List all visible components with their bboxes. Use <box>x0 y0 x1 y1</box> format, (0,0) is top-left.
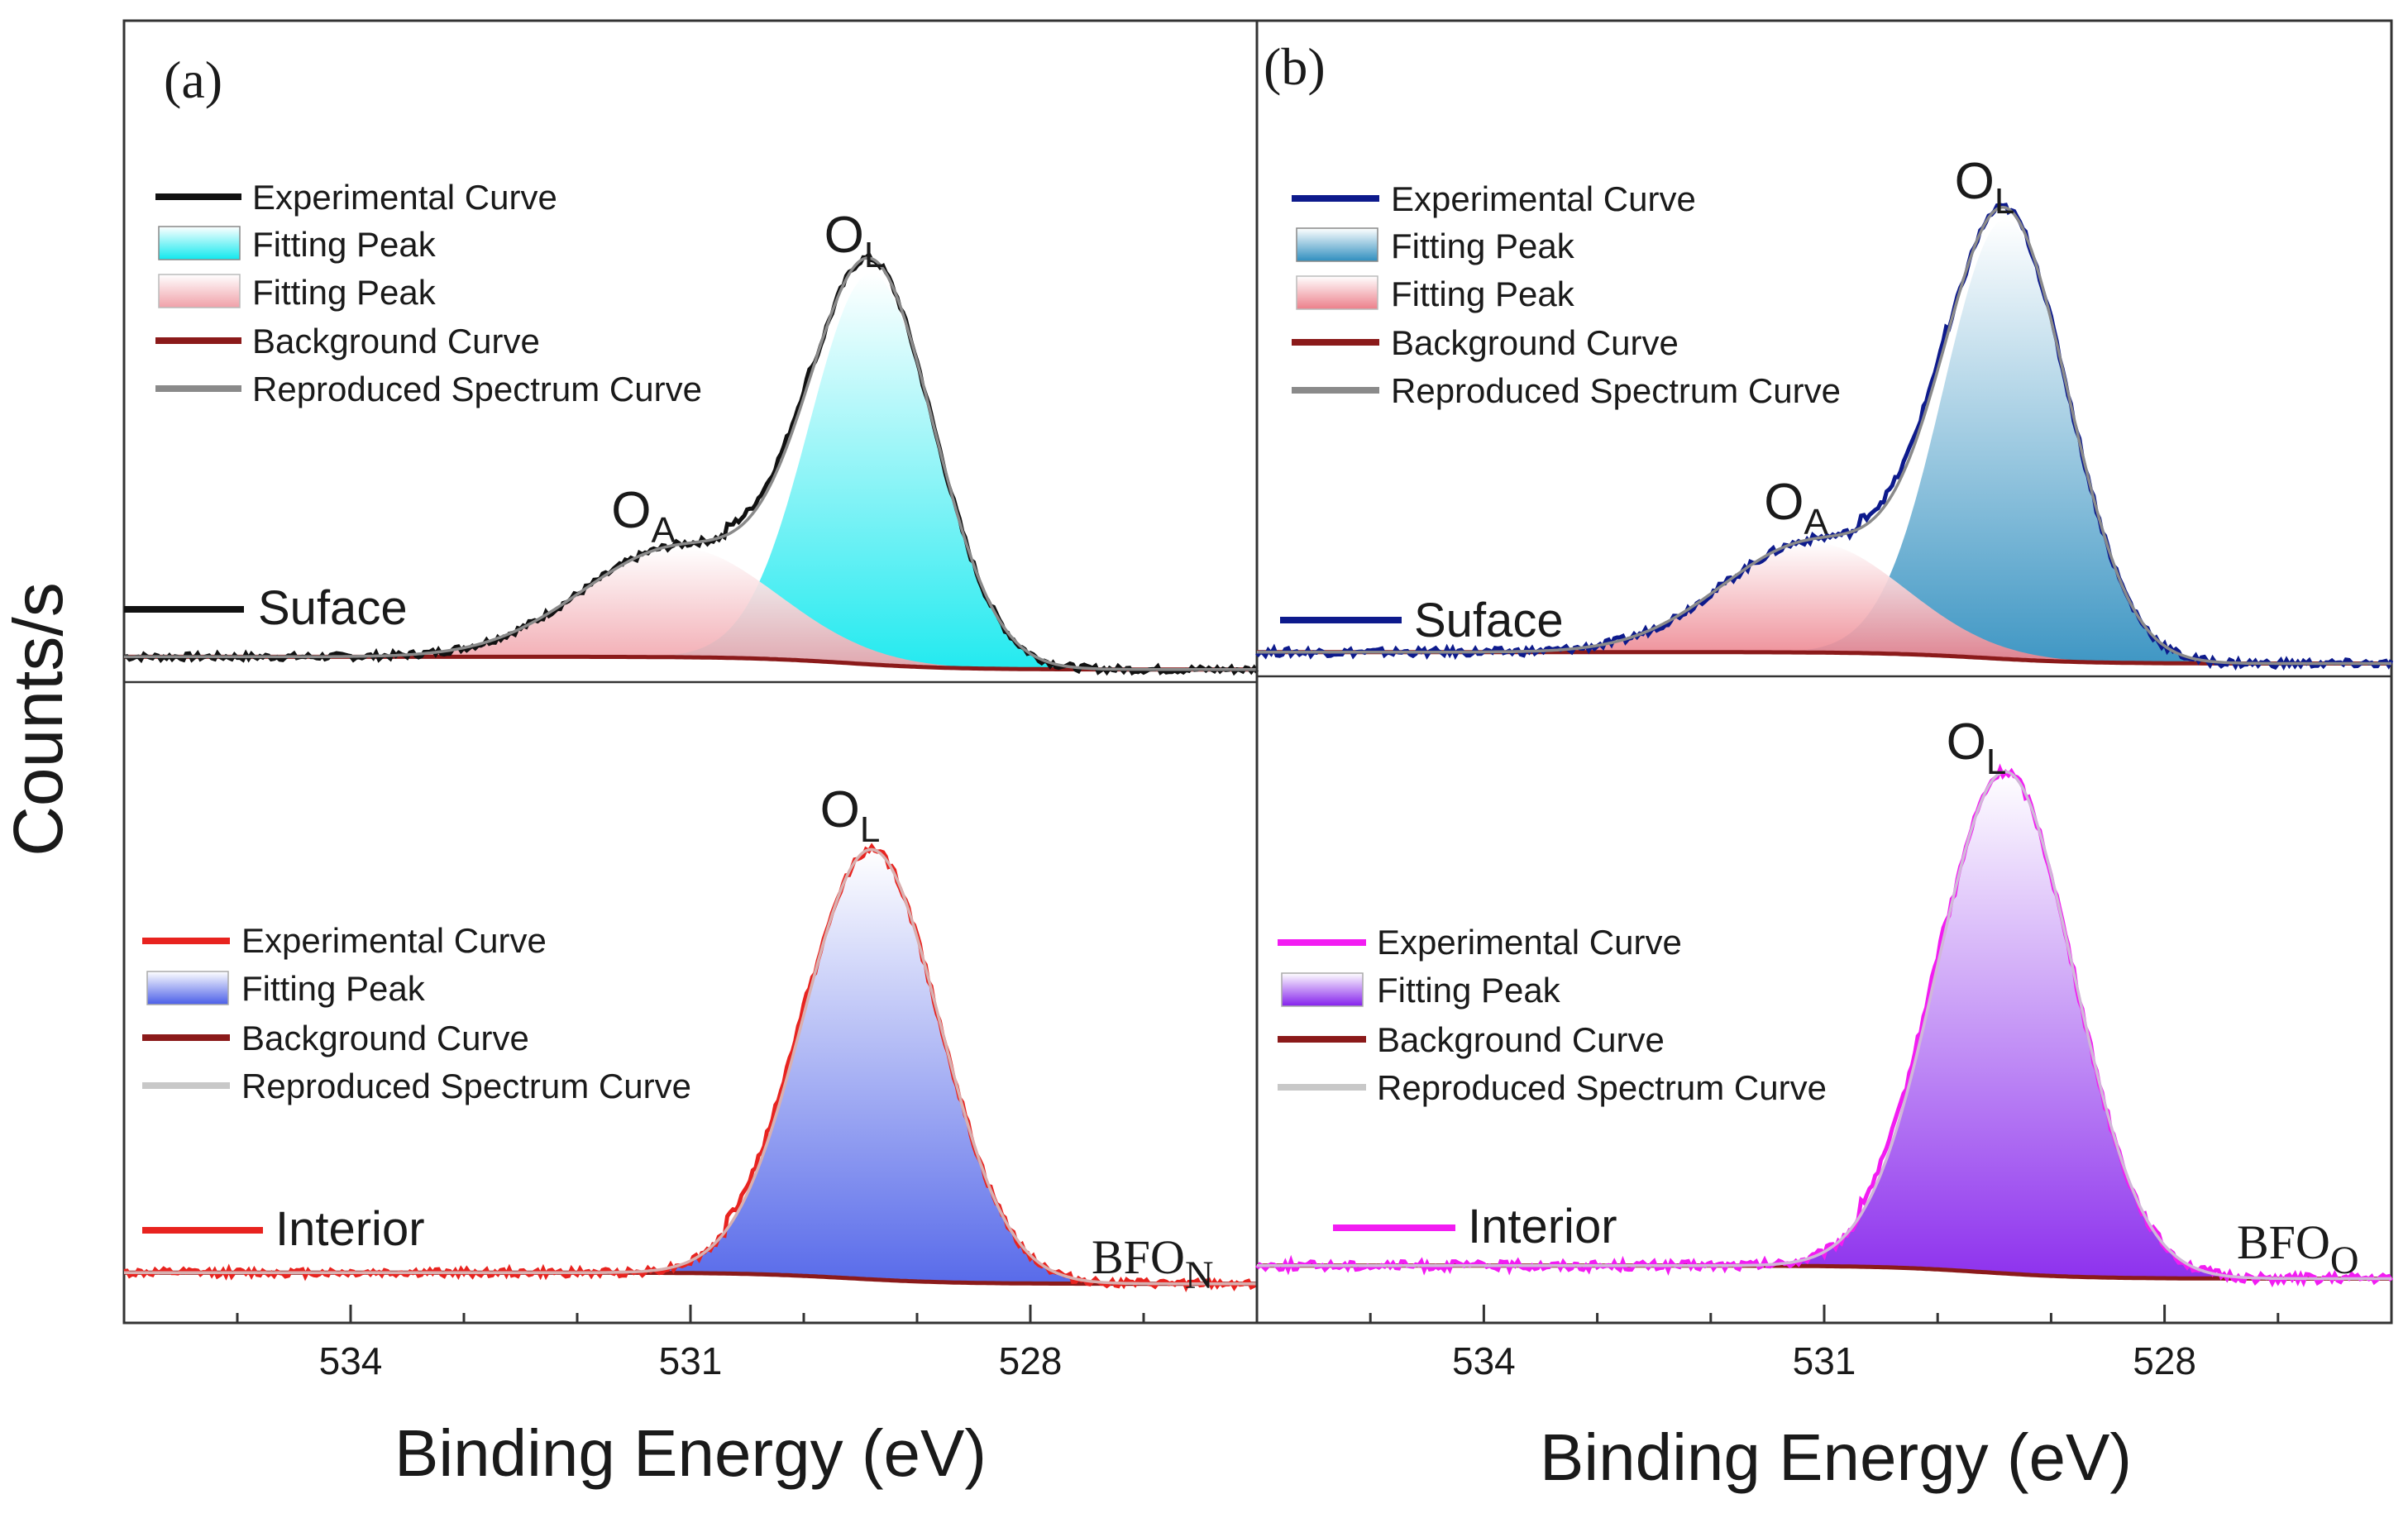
sample-label-b: BFOO <box>2237 1215 2359 1282</box>
reproduced-spectrum-curve <box>1257 770 2391 1281</box>
sample-label-a: BFON <box>1092 1230 1214 1297</box>
panel-a-x-ticks: 534 531 528 <box>122 1305 1259 1382</box>
fitting-peak-area <box>124 849 1257 1284</box>
legend-label-experimental: Experimental Curve <box>241 921 547 960</box>
y-axis-label: Counts/s <box>0 582 77 857</box>
legend-label-fitting-peak-2: Fitting Peak <box>252 273 437 312</box>
peak-label-ol-a-surface: OL <box>824 207 885 275</box>
legend-label-fitting-peak-1: Fitting Peak <box>1391 227 1575 265</box>
reproduced-spectrum-curve <box>1257 205 2391 666</box>
legend-label-reproduced: Reproduced Spectrum Curve <box>1391 371 1841 410</box>
panel-a-interior-legend: Experimental Curve Fitting Peak Backgrou… <box>142 921 691 1105</box>
panel-b-interior-tag: Interior <box>1333 1200 1617 1253</box>
surface-tag-label: Suface <box>258 581 408 635</box>
panel-a-surface-curves <box>123 251 1259 676</box>
legend-swatch-fitting-peak-1 <box>1296 227 1378 262</box>
panel-b-surface-tag: Suface <box>1280 594 1564 647</box>
surface-tag-label: Suface <box>1414 594 1564 647</box>
legend-label-background: Background Curve <box>241 1019 529 1057</box>
legend-label-reproduced: Reproduced Spectrum Curve <box>1377 1068 1827 1107</box>
reproduced-spectrum-curve <box>124 847 1257 1286</box>
interior-tag-label: Interior <box>1468 1200 1617 1253</box>
legend-label-fitting-peak: Fitting Peak <box>1377 971 1561 1010</box>
x-tick-label: 528 <box>2133 1339 2196 1382</box>
peak-label-ol-b-interior: OL <box>1947 714 2007 782</box>
legend-label-background: Background Curve <box>1391 323 1679 362</box>
panel-a-surface-tag: Suface <box>124 581 408 635</box>
panel-b-x-ticks: 534 531 528 <box>1255 1305 2393 1382</box>
panel-a-interior-tag: Interior <box>142 1202 425 1256</box>
legend-label-fitting-peak-1: Fitting Peak <box>252 225 437 264</box>
panel-b-interior-curves <box>1255 763 2394 1288</box>
panel-b-surface-legend: Experimental Curve Fitting Peak Fitting … <box>1292 179 1841 410</box>
legend-label-background: Background Curve <box>252 322 540 360</box>
x-tick-label: 528 <box>999 1339 1063 1382</box>
legend-swatch-fitting-peak-2 <box>158 274 241 308</box>
legend-label-fitting-peak: Fitting Peak <box>241 969 426 1008</box>
peak-label-oa-a-surface: OA <box>611 482 676 551</box>
legend-label-background: Background Curve <box>1377 1020 1665 1059</box>
panel-b-surface-curves <box>1255 203 2394 671</box>
panel-a-x-axis-label: Binding Energy (eV) <box>394 1416 987 1490</box>
legend-swatch-fitting-peak-2 <box>1296 275 1378 310</box>
panel-a-interior-curves <box>123 843 1259 1293</box>
fitting-peak-area <box>124 547 1257 670</box>
x-tick-label: 531 <box>1793 1339 1856 1382</box>
legend-label-fitting-peak-2: Fitting Peak <box>1391 274 1575 313</box>
peak-label-ol-b-surface: OL <box>1955 153 2015 222</box>
legend-label-reproduced: Reproduced Spectrum Curve <box>252 370 702 408</box>
interior-tag-label: Interior <box>275 1202 425 1256</box>
panel-b-label: (b) <box>1264 37 1326 96</box>
reproduced-spectrum-curve <box>124 256 1257 671</box>
fitting-peak-area <box>1257 771 2391 1279</box>
peak-label-ol-a-interior: OL <box>820 781 881 850</box>
legend-label-experimental: Experimental Curve <box>1391 179 1696 218</box>
panel-a: (a) Experimental Curve Fitting Peak Fitt… <box>122 19 1259 1490</box>
fitting-peak-area <box>1257 542 2391 664</box>
panel-a-surface-legend: Experimental Curve Fitting Peak Fitting … <box>155 178 702 408</box>
panel-b-x-axis-label: Binding Energy (eV) <box>1540 1420 2132 1494</box>
peak-label-oa-b-surface: OA <box>1764 474 1828 542</box>
x-tick-label: 531 <box>659 1339 723 1382</box>
legend-label-reproduced: Reproduced Spectrum Curve <box>241 1067 691 1105</box>
panel-a-label: (a) <box>164 50 222 109</box>
legend-swatch-fitting-peak <box>146 971 229 1005</box>
x-tick-label: 534 <box>1452 1339 1516 1382</box>
x-tick-label: 534 <box>319 1339 383 1382</box>
legend-swatch-fitting-peak-1 <box>158 226 241 260</box>
panel-b: (b) Experimental Curve Fitting Peak Fitt… <box>1255 19 2394 1494</box>
legend-label-experimental: Experimental Curve <box>252 178 557 217</box>
experimental-curve <box>123 843 1259 1293</box>
legend-swatch-fitting-peak <box>1281 972 1364 1007</box>
legend-label-experimental: Experimental Curve <box>1377 923 1682 962</box>
panel-b-interior-legend: Experimental Curve Fitting Peak Backgrou… <box>1278 923 1827 1107</box>
